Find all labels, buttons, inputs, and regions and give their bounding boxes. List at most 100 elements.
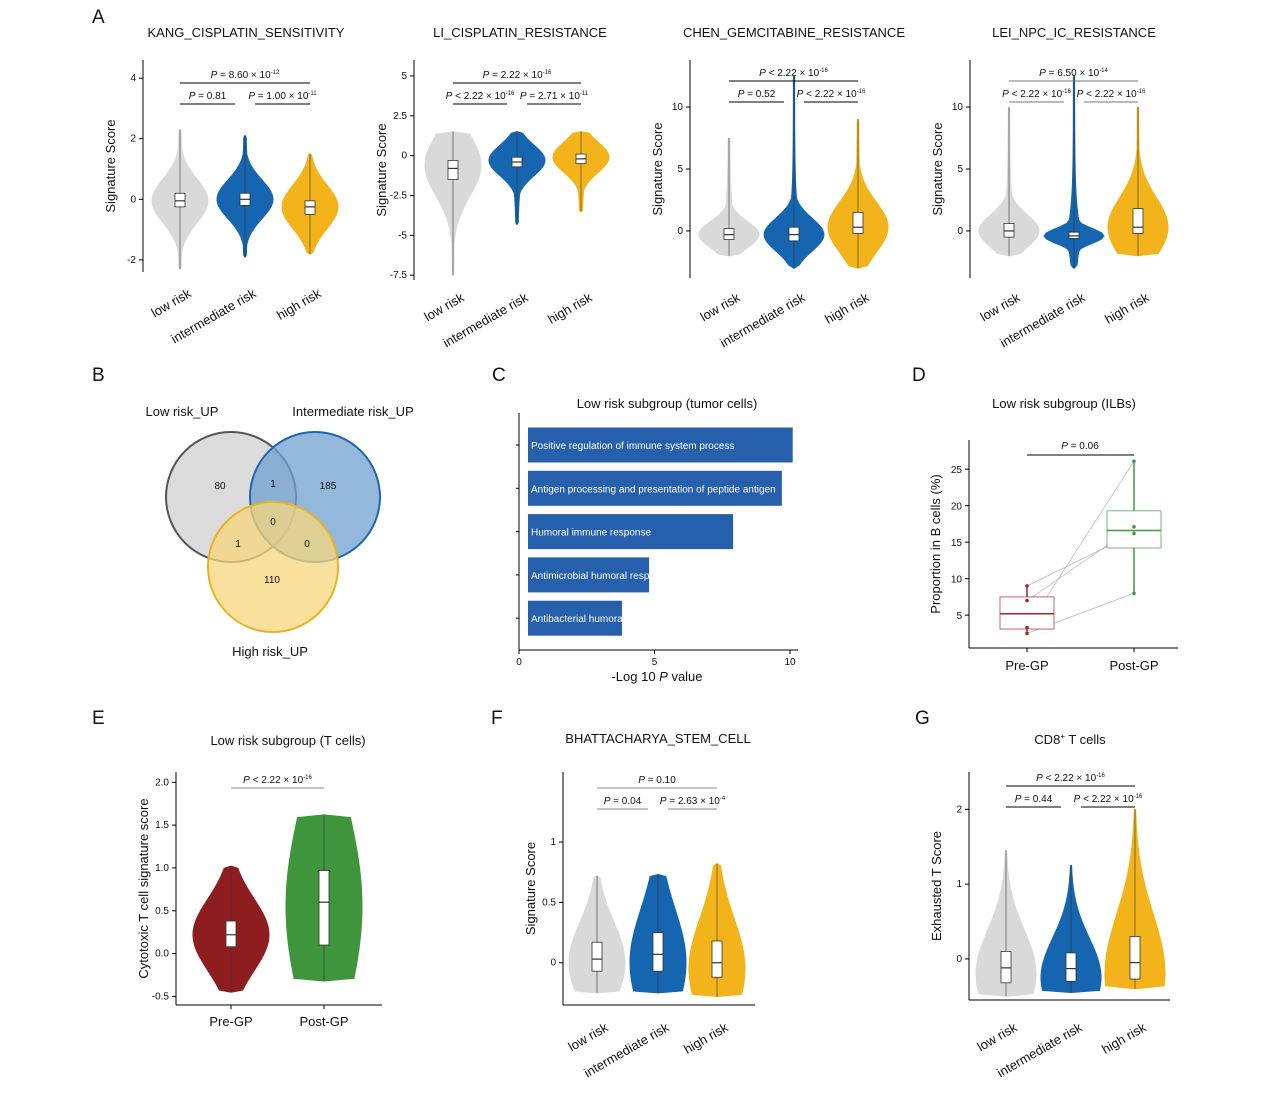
data-point (1132, 525, 1136, 529)
p-exponent: -4 (720, 796, 726, 802)
y-axis-label: Cytotoxic T cell signature score (136, 798, 151, 978)
title-main: CD8 (1034, 732, 1060, 747)
box (711, 940, 723, 978)
region-count: 1 (235, 539, 241, 550)
y-tick-label: 25 (951, 465, 963, 476)
p-symbol: P (797, 89, 804, 100)
p-value-label: P = 0.04 (604, 796, 642, 807)
p-exponent: -16 (1062, 89, 1071, 95)
p-value: < 2.22 × 10 (1083, 89, 1137, 100)
p-symbol: P (189, 91, 196, 102)
x-tick-label: Pre-GP (1005, 658, 1048, 673)
p-value: = 2.71 × 10 (527, 91, 581, 102)
p-value: < 2.22 × 10 (1043, 773, 1097, 784)
p-symbol: P (1074, 794, 1081, 805)
p-value-label: P = 6.50 × 10-14 (1039, 68, 1108, 79)
venn-circle (207, 501, 339, 633)
x-tick-label: low risk (565, 1019, 610, 1054)
p-value: < 2.22 × 10 (452, 91, 506, 102)
p-exponent: -16 (303, 775, 312, 781)
x-tick-label: low risk (421, 289, 466, 324)
bar (528, 557, 650, 593)
region-count: 185 (320, 481, 337, 492)
xlabel-prefix: -Log 10 (611, 669, 659, 684)
x-tick-label: low risk (977, 289, 1022, 324)
y-tick-label: 0 (130, 194, 136, 205)
bar (528, 427, 793, 463)
p-symbol: P (211, 70, 218, 81)
data-point (1025, 598, 1029, 603)
p-value-label: P < 2.22 × 10-16 (759, 68, 828, 79)
xlabel-suffix: value (668, 669, 703, 684)
x-tick-label: Post-GP (1109, 658, 1158, 673)
region-count: 80 (214, 481, 226, 492)
panel-letter: E (92, 708, 105, 729)
title-rest: T cells (1065, 732, 1106, 747)
x-tick-label: high risk (545, 289, 595, 326)
box (1132, 208, 1144, 234)
x-tick-label: high risk (274, 285, 324, 322)
y-tick-label: 5 (956, 611, 962, 622)
p-symbol: P (1015, 794, 1022, 805)
y-tick-label: -2 (127, 255, 136, 266)
p-symbol: P (1077, 89, 1084, 100)
x-tick-label: Post-GP (299, 1014, 348, 1029)
y-tick-label: -0.5 (152, 991, 170, 1002)
y-tick-label: 0.5 (542, 897, 556, 908)
p-exponent: -11 (308, 91, 317, 97)
bar (528, 470, 782, 506)
box (591, 941, 603, 972)
y-tick-label: -7.5 (390, 270, 408, 281)
data-point (1132, 591, 1136, 596)
y-tick-label: 1.0 (155, 863, 169, 874)
y-tick-label: 0 (677, 226, 683, 237)
p-symbol: P (738, 89, 745, 100)
y-tick-label: 10 (672, 102, 684, 113)
y-tick-label: 1.5 (155, 820, 169, 831)
y-tick-label: 1 (550, 837, 556, 848)
p-exponent: -16 (819, 68, 828, 74)
p-exponent: -16 (1137, 89, 1146, 95)
y-tick-label: 5 (401, 71, 407, 82)
p-exponent: -16 (857, 89, 866, 95)
box (1129, 936, 1141, 980)
set-label: Intermediate risk_UP (292, 404, 413, 419)
set-label: Low risk_UP (146, 404, 219, 419)
p-symbol: P (1002, 89, 1009, 100)
bar-label: Humoral immune response (531, 528, 651, 539)
violin-panel-E: Low risk subgroup (T cells) -0.5 0.0 0.5 1.0… (136, 733, 382, 1029)
p-exponent: -12 (271, 70, 280, 76)
y-tick-label: 0 (401, 151, 407, 162)
bar (528, 514, 734, 550)
p-value-label: P = 0.44 (1015, 794, 1053, 805)
x-tick-label: high risk (1102, 289, 1152, 326)
box (225, 920, 237, 948)
y-tick-label: 15 (951, 538, 963, 549)
bar-label: Antigen processing and presentation of p… (531, 484, 776, 495)
violin-panel-G: CD8+ T cells 0 1 2 Exhausted T Score low risk… (929, 732, 1170, 1080)
y-axis-label: Signature Score (103, 119, 118, 212)
y-tick-label: -2.5 (390, 191, 408, 202)
violin-panel-A3: CHEN_GEMCITABINE_RESISTANCE 0 5 10 Signature… (650, 25, 905, 350)
panel-letter: C (492, 365, 506, 386)
box (1000, 951, 1012, 984)
p-value-label: P = 8.60 × 10-12 (211, 70, 280, 81)
y-tick-label: 2 (130, 134, 136, 145)
p-value: = 2.63 × 10 (666, 796, 720, 807)
p-value-label: P = 2.71 × 10-11 (520, 91, 589, 102)
y-tick-label: 2.5 (393, 111, 407, 122)
bar (528, 600, 622, 636)
y-tick-label: -5 (398, 230, 407, 241)
panel-letter: A (92, 7, 105, 28)
y-tick-label: 4 (130, 73, 136, 84)
p-symbol: P (1061, 441, 1068, 452)
xlabel-italic: P (659, 669, 668, 684)
chart-title: Low risk subgroup (tumor cells) (577, 396, 758, 411)
panel-letter: D (912, 365, 926, 386)
panel-letter: G (915, 708, 930, 729)
y-tick-label: 1 (956, 879, 962, 890)
box (304, 200, 316, 215)
x-tick-label: 5 (652, 657, 658, 668)
p-value: = 6.50 × 10 (1046, 68, 1100, 79)
